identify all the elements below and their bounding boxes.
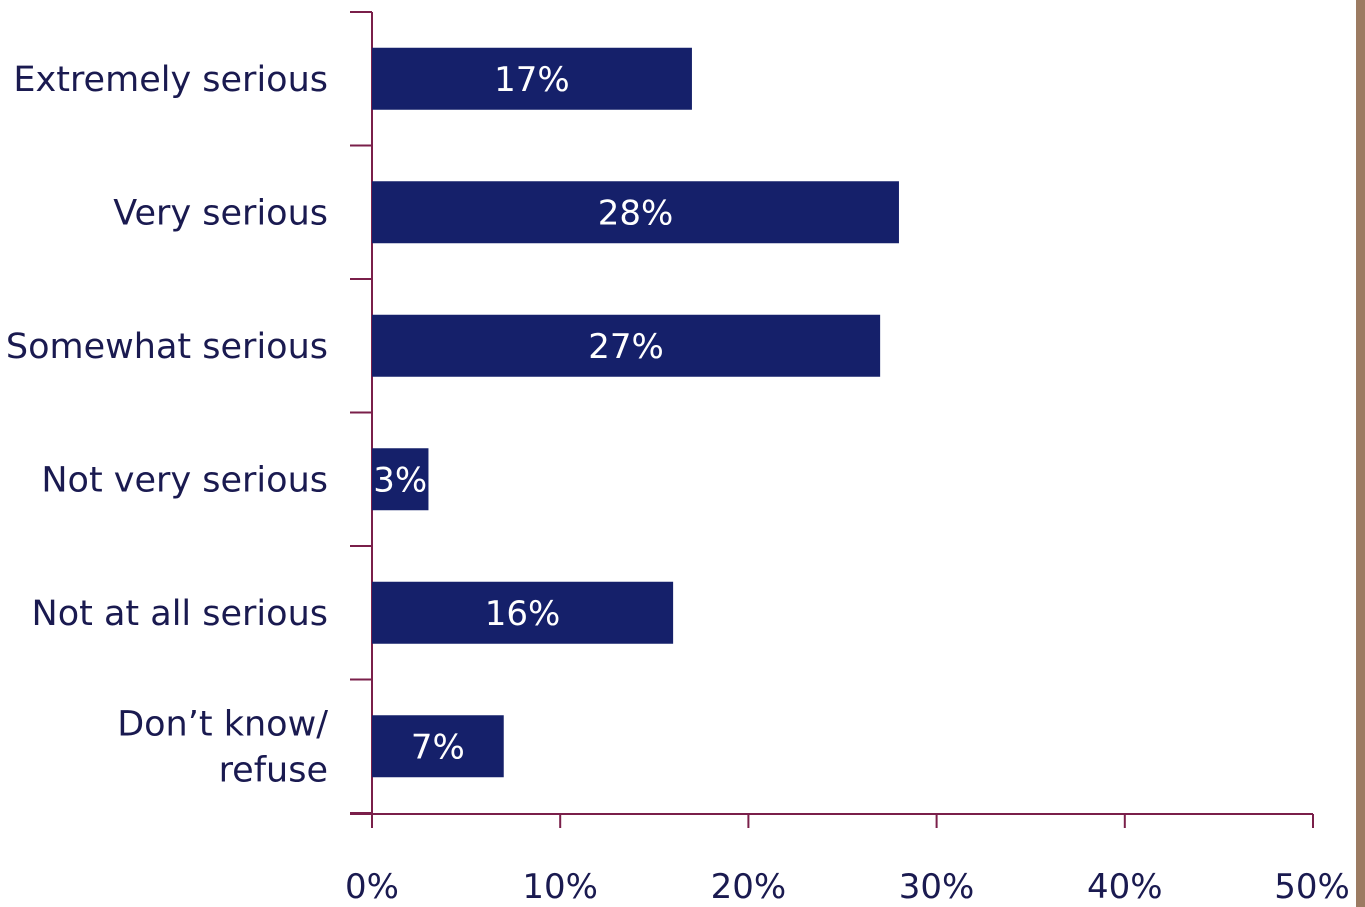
- bar: [372, 448, 429, 511]
- data-label: 3%: [373, 460, 427, 500]
- bar: [372, 314, 881, 377]
- category-label: refuse: [219, 750, 328, 790]
- category-label: Extremely serious: [13, 60, 328, 100]
- data-label: 7%: [411, 727, 465, 767]
- category-label: Not very serious: [41, 460, 328, 500]
- data-label: 16%: [485, 594, 561, 634]
- chart-bars: 17% 28% 27% 3% 16% 7%: [372, 47, 899, 778]
- bar: [372, 715, 504, 778]
- data-label: 27%: [588, 327, 664, 367]
- x-tick-label: 10%: [522, 867, 598, 907]
- chart-axes: [350, 11, 1314, 828]
- x-tick-label: 20%: [711, 867, 787, 907]
- bar: [372, 581, 674, 644]
- x-tick-label: 30%: [899, 867, 975, 907]
- bar: [372, 181, 899, 244]
- category-labels: Extremely serious Very serious Somewhat se…: [6, 60, 328, 791]
- data-label: 17%: [494, 60, 570, 100]
- data-label: 28%: [598, 193, 674, 233]
- x-tick-label: 0%: [345, 867, 399, 907]
- category-label: Very serious: [113, 193, 328, 233]
- category-label: Not at all serious: [32, 594, 328, 634]
- x-tick-label: 50%: [1274, 867, 1350, 907]
- right-border-strip: [1356, 0, 1365, 907]
- category-label: Somewhat serious: [6, 327, 328, 367]
- x-tick-labels: 0% 10% 20% 30% 40% 50%: [345, 867, 1350, 907]
- x-tick-label: 40%: [1087, 867, 1163, 907]
- category-label: Don’t know/: [117, 704, 328, 744]
- bar: [372, 47, 692, 110]
